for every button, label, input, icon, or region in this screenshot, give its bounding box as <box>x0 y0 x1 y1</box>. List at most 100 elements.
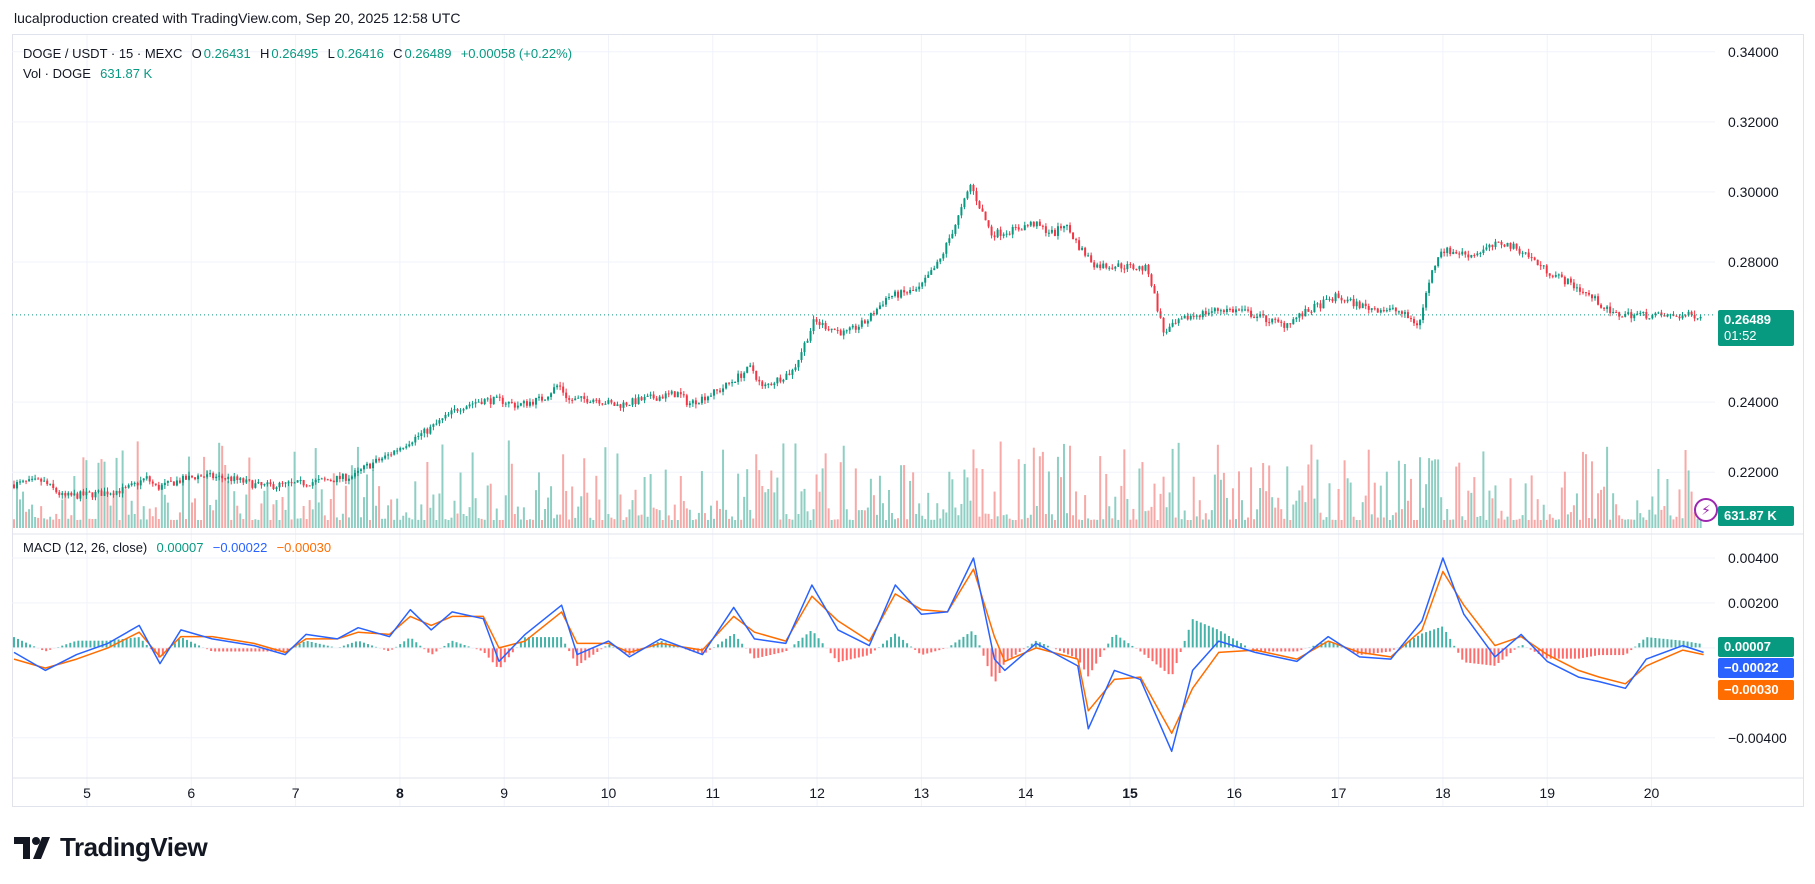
volume-bar <box>646 516 649 528</box>
low-value: 0.26416 <box>336 46 384 61</box>
volume-bar <box>1600 489 1603 528</box>
macd-hist-bar <box>1312 645 1315 648</box>
volume-bar <box>1153 483 1156 528</box>
volume-bar <box>22 491 25 528</box>
candle-body <box>124 487 127 489</box>
candle-body <box>323 478 326 480</box>
volume-bar <box>1458 462 1461 528</box>
candle-body <box>1307 308 1310 312</box>
candle-body <box>206 474 209 477</box>
macd-label[interactable]: MACD (12, 26, close) <box>23 540 148 555</box>
volume-bar <box>863 510 866 528</box>
macd-hist-bar <box>101 640 104 648</box>
volume-bar <box>1566 514 1569 528</box>
candle-body <box>1075 239 1078 241</box>
candle-body <box>1066 225 1069 227</box>
volume-bar <box>378 486 381 528</box>
candle-body <box>1566 278 1569 285</box>
macd-hist-bar <box>1565 647 1568 659</box>
volume-bar <box>525 519 528 528</box>
volume-bar <box>782 443 785 528</box>
volume-bar <box>1032 447 1035 528</box>
volume-bar <box>1431 460 1434 528</box>
volume-bar <box>341 513 344 528</box>
time-axis-label: 18 <box>1435 785 1451 801</box>
volume-bar <box>34 516 37 528</box>
macd-hist-bar <box>262 647 265 652</box>
candle-body <box>709 395 712 397</box>
macd-hist-bar <box>1227 635 1230 648</box>
volume-bar <box>359 517 362 528</box>
volume-bar <box>743 496 746 528</box>
volume-bar <box>1437 459 1440 528</box>
macd-hist-bar <box>206 647 209 650</box>
candle-body <box>1047 232 1050 234</box>
macd-hist-bar <box>254 647 257 652</box>
macd-hist-bar <box>451 640 454 648</box>
close-label: C <box>393 46 403 61</box>
volume-bar <box>1663 506 1666 528</box>
volume-bar <box>936 503 939 528</box>
volume-bar <box>191 502 194 528</box>
volume-bar <box>1147 510 1150 528</box>
macd-hist-bar <box>692 647 695 653</box>
macd-signal-value: −0.00030 <box>276 540 332 555</box>
volume-label[interactable]: Vol · DOGE <box>23 66 91 81</box>
candle-body <box>782 379 785 382</box>
macd-hist-bar <box>198 645 201 648</box>
volume-bar <box>1029 514 1032 528</box>
volume-bar <box>830 519 833 528</box>
candle-body <box>797 360 800 368</box>
volume-bar <box>1575 493 1578 528</box>
macd-hist-bar <box>89 640 92 648</box>
volume-bar <box>1274 507 1277 528</box>
candle-body <box>1533 257 1536 260</box>
volume-bar <box>438 493 441 528</box>
macd-hist-bar <box>459 643 462 648</box>
tradingview-logo[interactable]: TradingView <box>14 832 208 863</box>
macd-hist-bar <box>596 647 599 652</box>
macd-hist-bar <box>881 643 884 648</box>
macd-hist-bar <box>93 640 96 648</box>
candle-body <box>1265 315 1268 323</box>
candle-body <box>1084 247 1087 256</box>
volume-bar <box>794 443 797 528</box>
candle-body <box>408 444 411 447</box>
candle-body <box>462 409 465 411</box>
candle-body <box>897 291 900 298</box>
candle-body <box>725 382 728 389</box>
candle-body <box>1473 255 1476 257</box>
volume-bar <box>788 518 791 528</box>
volume-bar <box>444 519 447 528</box>
macd-hist-bar <box>829 647 832 654</box>
volume-bar <box>420 504 423 528</box>
macd-hist-bar <box>600 647 603 650</box>
candle-body <box>302 480 305 486</box>
candle-body <box>761 381 764 387</box>
volume-bar <box>637 515 640 528</box>
volume-bar <box>1367 449 1370 528</box>
volume-bar <box>734 519 737 528</box>
volume-bar <box>1690 491 1693 528</box>
candle-body <box>230 476 233 482</box>
macd-hist-bar <box>149 647 152 650</box>
candle-body <box>46 480 49 485</box>
macd-hist-bar <box>978 645 981 648</box>
candle-body <box>414 436 417 443</box>
volume-bar <box>1168 492 1171 528</box>
candle-body <box>320 478 323 480</box>
candle-body <box>1204 311 1207 315</box>
symbol-label[interactable]: DOGE / USDT · 15 · MEXC <box>23 46 183 61</box>
volume-bar <box>70 515 73 528</box>
volume-bar <box>1693 512 1696 528</box>
volume-bar <box>1189 519 1192 528</box>
candle-body <box>900 290 903 298</box>
candle-body <box>1041 225 1044 227</box>
macd-hist-bar <box>1171 647 1174 675</box>
volume-bar <box>875 514 878 528</box>
volume-bar <box>1328 483 1331 528</box>
lightning-icon[interactable]: ⚡ <box>1694 498 1718 522</box>
candle-body <box>616 404 619 406</box>
candle-body <box>453 409 456 411</box>
